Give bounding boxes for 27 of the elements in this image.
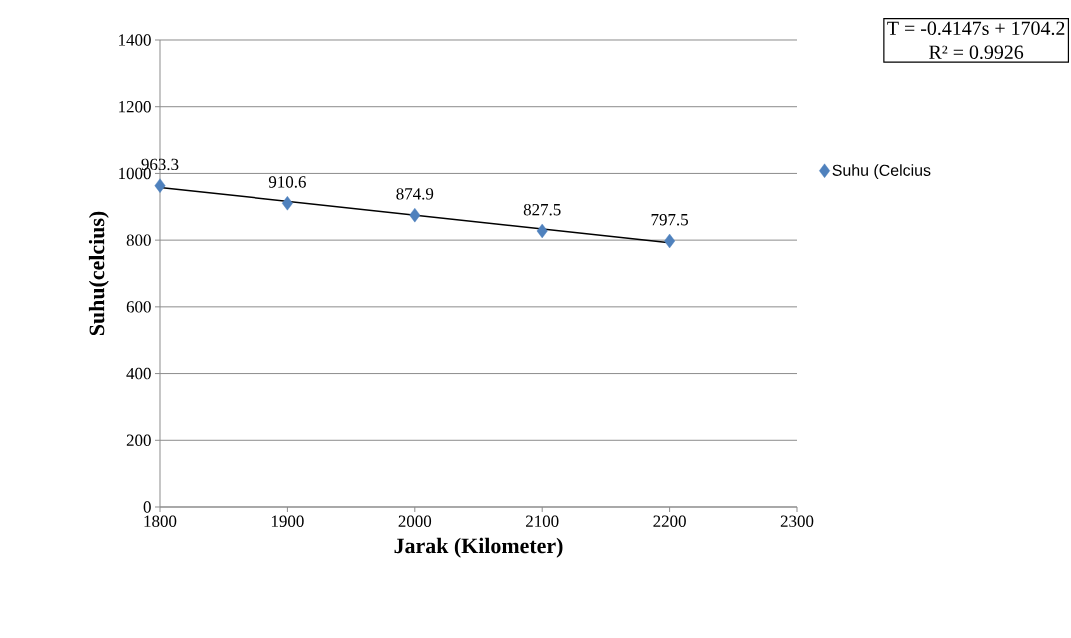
text: R² = 0.9926 — [929, 45, 1024, 60]
x-tick-label: 2200 — [653, 515, 686, 527]
data-label: 910.6 — [268, 176, 306, 188]
data-label: 797.5 — [651, 213, 688, 226]
y-tick-label: 1200 — [119, 100, 151, 113]
point — [281, 196, 293, 211]
y-tick-label: 0 — [143, 501, 151, 513]
data-label: 827.5 — [523, 203, 561, 216]
x-tick-label: 2100 — [526, 515, 559, 527]
text: T = -0.4147s + 1704.2 — [887, 21, 1065, 36]
data-label: 874.9 — [396, 188, 434, 200]
point — [664, 233, 676, 249]
x-axis-title: Jarak (Kilometer) — [394, 537, 563, 558]
legend-label: Suhu (Celcius — [832, 164, 931, 180]
y-tick-label: 1400 — [119, 34, 151, 46]
x-tick-label: 1800 — [144, 515, 177, 527]
x-tick-label: 2300 — [780, 515, 814, 527]
y-axis-title: Suhu(celcius) — [88, 211, 109, 336]
x-tick-label: 1900 — [271, 515, 304, 527]
y-tick-label: 200 — [126, 434, 151, 446]
y-tick-label: 400 — [126, 367, 151, 380]
point — [409, 207, 421, 223]
x-tick-label: 2000 — [398, 515, 432, 527]
point — [536, 223, 548, 239]
y-tick-label: 800 — [126, 234, 151, 246]
point — [154, 178, 166, 193]
y-tick-label: 600 — [126, 301, 151, 313]
